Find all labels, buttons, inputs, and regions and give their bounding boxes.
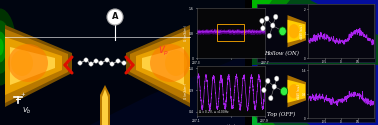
Ellipse shape xyxy=(165,50,187,76)
Ellipse shape xyxy=(150,44,190,82)
Polygon shape xyxy=(288,75,307,107)
Polygon shape xyxy=(5,25,72,107)
Text: +: + xyxy=(20,92,25,97)
Ellipse shape xyxy=(0,39,4,55)
Circle shape xyxy=(271,23,275,28)
Polygon shape xyxy=(130,29,190,103)
Polygon shape xyxy=(136,37,190,95)
Circle shape xyxy=(110,62,114,66)
Circle shape xyxy=(84,58,88,62)
Polygon shape xyxy=(5,37,62,95)
Polygon shape xyxy=(252,100,275,125)
Circle shape xyxy=(274,14,278,20)
Circle shape xyxy=(78,61,82,65)
Text: Top (OFF): Top (OFF) xyxy=(268,111,296,116)
Circle shape xyxy=(269,96,273,101)
Y-axis label: G (mS/m²): G (mS/m²) xyxy=(184,25,188,41)
Text: $V_b$: $V_b$ xyxy=(22,106,32,116)
Polygon shape xyxy=(100,85,110,125)
Text: A: A xyxy=(112,12,118,21)
X-axis label: t (ps): t (ps) xyxy=(227,124,234,125)
Polygon shape xyxy=(10,47,55,85)
Circle shape xyxy=(272,84,276,89)
Circle shape xyxy=(89,62,93,66)
Circle shape xyxy=(107,9,123,25)
Ellipse shape xyxy=(0,8,17,86)
Circle shape xyxy=(265,16,269,21)
Circle shape xyxy=(279,27,286,36)
Bar xyxy=(257,4,375,62)
Polygon shape xyxy=(102,89,108,125)
Circle shape xyxy=(94,59,98,63)
Circle shape xyxy=(267,33,271,38)
Circle shape xyxy=(260,18,264,24)
Polygon shape xyxy=(0,0,245,125)
Polygon shape xyxy=(142,47,184,85)
Polygon shape xyxy=(90,55,245,125)
Bar xyxy=(257,64,375,122)
Circle shape xyxy=(122,61,126,65)
Polygon shape xyxy=(126,25,190,107)
Circle shape xyxy=(116,59,120,63)
X-axis label: t (ps): t (ps) xyxy=(227,66,234,70)
Polygon shape xyxy=(252,113,262,125)
Polygon shape xyxy=(5,29,68,103)
Circle shape xyxy=(280,87,288,96)
Polygon shape xyxy=(288,15,307,47)
Bar xyxy=(217,24,244,41)
Polygon shape xyxy=(288,20,305,43)
Polygon shape xyxy=(252,0,272,30)
Text: $V_p$: $V_p$ xyxy=(158,44,169,58)
Circle shape xyxy=(105,58,109,62)
Ellipse shape xyxy=(288,24,299,38)
Polygon shape xyxy=(252,85,310,125)
Circle shape xyxy=(99,61,103,65)
Circle shape xyxy=(266,78,270,84)
Ellipse shape xyxy=(0,20,11,74)
Polygon shape xyxy=(252,0,378,125)
Y-axis label: dI/dV (a.u.): dI/dV (a.u.) xyxy=(299,24,304,39)
Y-axis label: dI/dV (a.u.): dI/dV (a.u.) xyxy=(297,84,301,99)
Polygon shape xyxy=(252,0,378,65)
Text: $V_b=0.2$ V, $v_p$=100 Hz: $V_b=0.2$ V, $v_p$=100 Hz xyxy=(198,108,230,115)
Ellipse shape xyxy=(11,50,33,76)
Y-axis label: G (mS/m²): G (mS/m²) xyxy=(184,83,188,99)
Circle shape xyxy=(262,88,266,93)
Polygon shape xyxy=(288,80,305,103)
Ellipse shape xyxy=(0,32,6,62)
Circle shape xyxy=(274,76,279,81)
X-axis label: $V_b$ (V): $V_b$ (V) xyxy=(336,65,346,72)
Text: Hollow (ON): Hollow (ON) xyxy=(264,51,299,57)
Ellipse shape xyxy=(288,84,299,98)
Ellipse shape xyxy=(8,44,48,82)
Circle shape xyxy=(261,26,265,31)
Polygon shape xyxy=(252,0,290,45)
Polygon shape xyxy=(0,80,245,125)
